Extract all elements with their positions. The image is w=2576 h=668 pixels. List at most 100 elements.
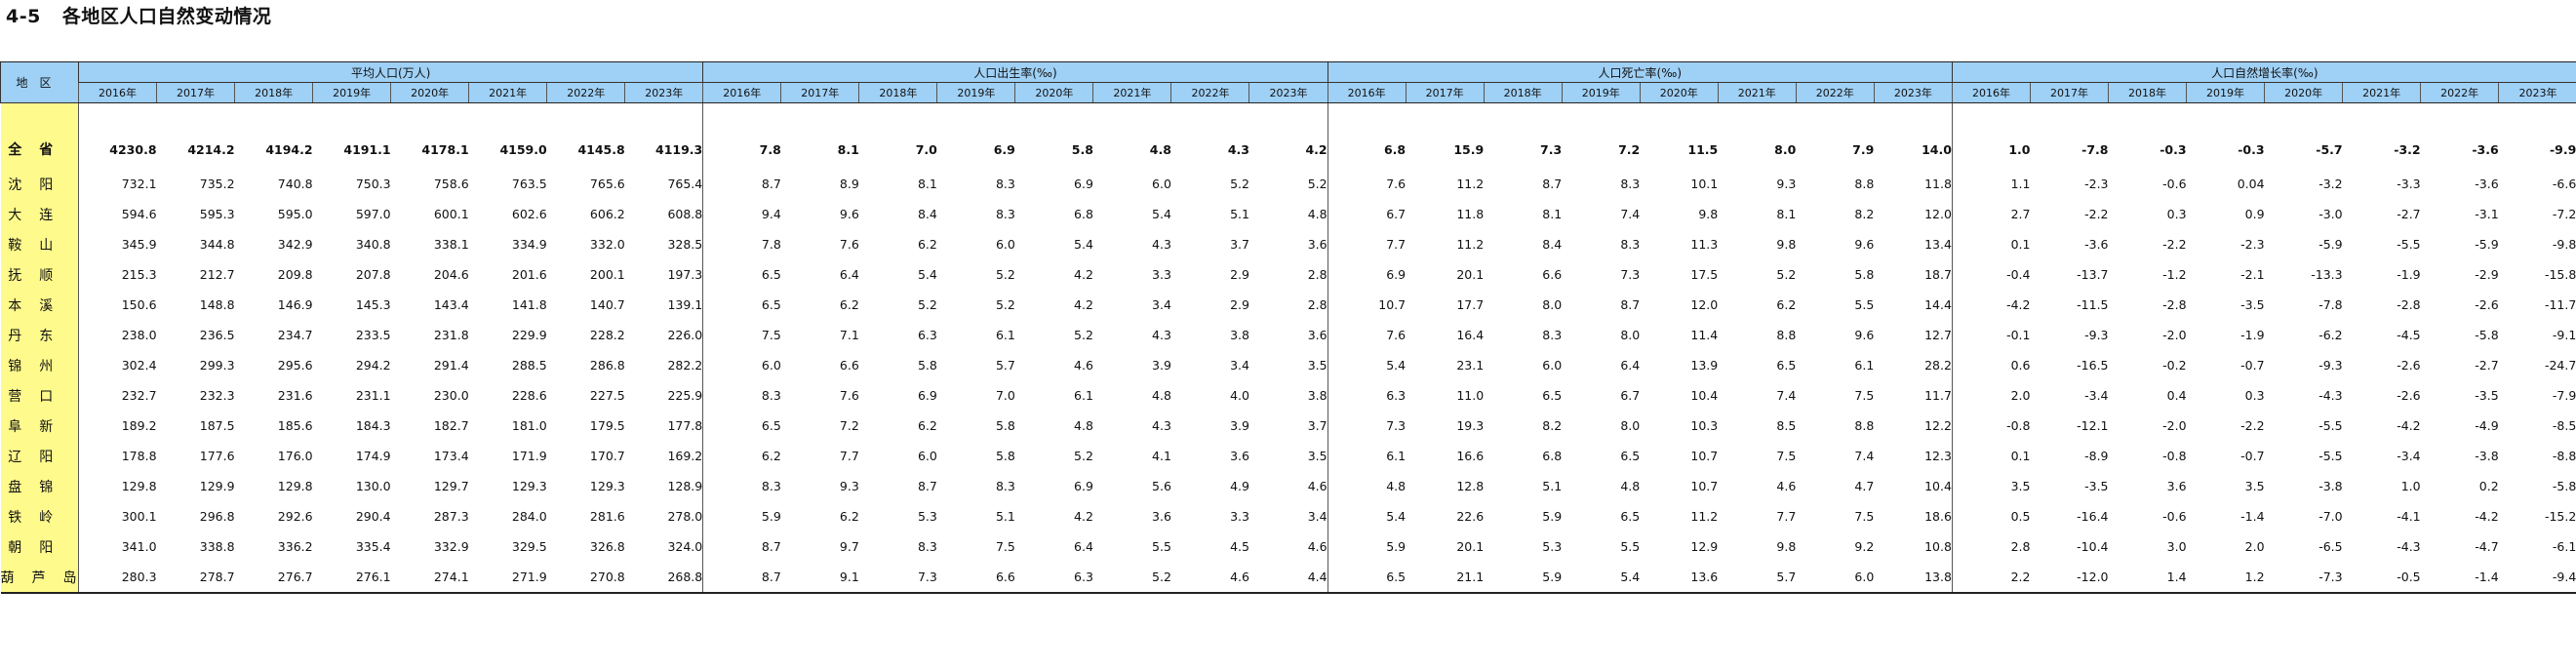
- value-cell: 201.6: [511, 267, 547, 282]
- value-cell: -1.9: [2240, 328, 2265, 342]
- value-cell: 28.2: [1874, 350, 1953, 380]
- value-cell: 1.1: [2010, 177, 2031, 191]
- empty-cell: [1328, 103, 1406, 131]
- value-cell: 3.6: [1152, 509, 1171, 524]
- value-cell: 3.6: [2166, 479, 2187, 493]
- value-cell: 5.2: [1248, 169, 1328, 199]
- value-cell: 3.5: [1248, 350, 1328, 380]
- value-cell: 6.4: [1074, 539, 1093, 554]
- value-cell: 338.1: [433, 237, 469, 252]
- value-cell: 342.9: [277, 237, 313, 252]
- year-header: 2020年: [390, 82, 469, 103]
- value-cell: 9.3: [839, 479, 859, 493]
- value-cell: 8.3: [1620, 237, 1641, 252]
- empty-cell: [1952, 103, 2030, 131]
- value-cell: -3.5: [2240, 297, 2265, 312]
- value-cell: 4145.8: [577, 141, 625, 157]
- value-cell: 5.8: [995, 418, 1015, 433]
- value-cell: 14.4: [1874, 290, 1953, 320]
- region-name: 全省: [0, 130, 79, 169]
- year-header: 2016年: [702, 82, 781, 103]
- value-cell: 11.8: [1874, 169, 1953, 199]
- empty-cell: [781, 103, 859, 131]
- year-header: 2017年: [1405, 82, 1485, 103]
- value-cell: 6.7: [1620, 388, 1641, 403]
- value-cell: 189.2: [121, 418, 157, 433]
- value-cell: 5.1: [1542, 479, 1563, 493]
- value-cell: 13.6: [1640, 562, 1719, 594]
- empty-cell: [703, 103, 781, 131]
- value-cell: 5.2: [917, 297, 937, 312]
- value-cell: 4.0: [1230, 388, 1249, 403]
- value-cell: 5.5: [1152, 539, 1171, 554]
- value-cell: 185.6: [277, 418, 313, 433]
- value-cell: 145.3: [355, 297, 391, 312]
- value-cell: 8.7: [1542, 177, 1563, 191]
- value-cell: 215.3: [121, 267, 157, 282]
- value-cell: 4.2: [1074, 509, 1093, 524]
- value-cell: 12.2: [1874, 411, 1953, 441]
- table-row: 锦州 302.4 299.3 295.6 294.2 291.4 288.5 286.8 282…: [0, 350, 2576, 380]
- value-cell: 282.2: [624, 350, 704, 380]
- value-cell: -2.3: [2084, 177, 2109, 191]
- population-table: 地区 平均人口(万人) 人口出生率(‰) 人口死亡率(‰) 人口自然增长率(‰) 20…: [0, 61, 2576, 594]
- value-cell: -3.8: [2475, 449, 2499, 463]
- value-cell: -8.9: [2084, 449, 2109, 463]
- value-cell: 270.8: [546, 562, 625, 594]
- value-cell: -0.3: [2238, 141, 2265, 157]
- value-cell: 732.1: [121, 177, 157, 191]
- value-cell: 6.2: [917, 418, 937, 433]
- value-cell: 765.4: [624, 169, 704, 199]
- value-cell: 12.3: [1874, 441, 1953, 471]
- value-cell: 6.5: [1776, 358, 1797, 373]
- value-cell: 334.9: [511, 237, 547, 252]
- value-cell: 6.1: [1074, 388, 1093, 403]
- value-cell: -0.3: [2160, 141, 2187, 157]
- value-cell: -4.3: [2318, 388, 2343, 403]
- year-header: 2021年: [1092, 82, 1171, 103]
- value-cell: 128.9: [624, 471, 704, 501]
- value-cell: -13.7: [2077, 267, 2109, 282]
- value-cell: -5.5: [2397, 237, 2421, 252]
- value-cell: 227.5: [589, 388, 625, 403]
- value-cell: 17.5: [1690, 267, 1719, 282]
- value-cell: 8.3: [995, 177, 1015, 191]
- value-cell: 148.8: [199, 297, 235, 312]
- value-cell: 11.2: [1456, 177, 1485, 191]
- year-header: 2022年: [1170, 82, 1249, 103]
- value-cell: -15.2: [2498, 501, 2576, 531]
- value-cell: -0.6: [2162, 177, 2187, 191]
- value-cell: 6.6: [1542, 267, 1563, 282]
- value-cell: 8.1: [1542, 207, 1563, 221]
- value-cell: 6.6: [936, 562, 1015, 594]
- value-cell: 296.8: [199, 509, 235, 524]
- group-header-natural-growth-rate: 人口自然增长率(‰): [1951, 61, 2576, 83]
- total-row: 全省 4230.8 4214.2 4194.2 4191.1 4178.1 4159.0 41…: [0, 130, 2576, 169]
- year-header: 2023年: [2498, 82, 2576, 103]
- value-cell: 294.2: [355, 358, 391, 373]
- value-cell: 4.6: [1248, 531, 1328, 562]
- value-cell: -6.1: [2498, 531, 2576, 562]
- value-cell: 302.4: [121, 358, 157, 373]
- year-header: 2021年: [468, 82, 547, 103]
- value-cell: 10.1: [1690, 177, 1719, 191]
- value-cell: 4191.1: [343, 141, 391, 157]
- value-cell: 7.8: [761, 237, 781, 252]
- value-cell: 8.1: [917, 177, 937, 191]
- table-row: 阜新 189.2 187.5 185.6 184.3 182.7 181.0 179.5 177…: [0, 411, 2576, 441]
- value-cell: 18.6: [1874, 501, 1953, 531]
- value-cell: 324.0: [624, 531, 704, 562]
- group-header-avg-population: 平均人口(万人): [77, 61, 703, 83]
- value-cell: 7.0: [915, 141, 937, 157]
- value-cell: 758.6: [433, 177, 469, 191]
- value-cell: 228.2: [589, 328, 625, 342]
- region-name: 沈阳: [0, 169, 79, 199]
- value-cell: 2.8: [1248, 290, 1328, 320]
- value-cell: -2.9: [2475, 267, 2499, 282]
- value-cell: 5.2: [1074, 328, 1093, 342]
- value-cell: 12.0: [1874, 199, 1953, 229]
- value-cell: 6.0: [1542, 358, 1563, 373]
- value-cell: 8.9: [839, 177, 859, 191]
- value-cell: 231.6: [277, 388, 313, 403]
- value-cell: 14.0: [1874, 130, 1953, 169]
